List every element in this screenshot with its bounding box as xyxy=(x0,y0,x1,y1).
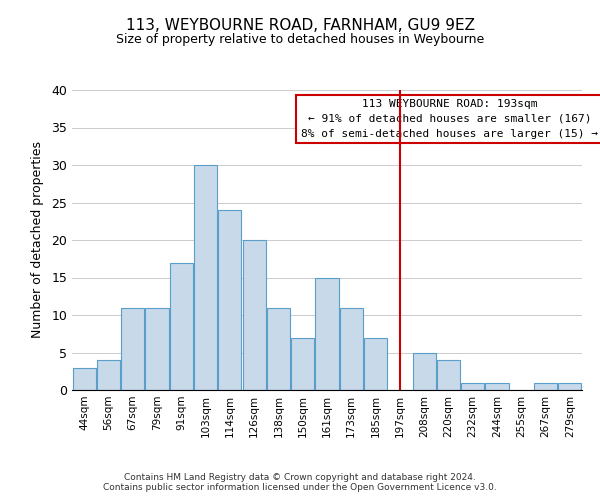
Bar xyxy=(218,210,241,390)
Bar xyxy=(97,360,120,390)
Text: Size of property relative to detached houses in Weybourne: Size of property relative to detached ho… xyxy=(116,32,484,46)
Bar xyxy=(145,308,169,390)
Bar xyxy=(267,308,290,390)
Bar xyxy=(461,382,484,390)
Bar xyxy=(316,278,338,390)
Bar xyxy=(121,308,144,390)
Bar xyxy=(485,382,509,390)
Bar xyxy=(413,352,436,390)
Bar xyxy=(73,368,95,390)
Bar xyxy=(340,308,363,390)
Text: 113 WEYBOURNE ROAD: 193sqm
← 91% of detached houses are smaller (167)
8% of semi: 113 WEYBOURNE ROAD: 193sqm ← 91% of deta… xyxy=(301,99,598,138)
Bar xyxy=(170,262,193,390)
Bar xyxy=(291,338,314,390)
Text: 113, WEYBOURNE ROAD, FARNHAM, GU9 9EZ: 113, WEYBOURNE ROAD, FARNHAM, GU9 9EZ xyxy=(125,18,475,32)
Bar xyxy=(437,360,460,390)
Bar xyxy=(242,240,266,390)
Text: Contains HM Land Registry data © Crown copyright and database right 2024.: Contains HM Land Registry data © Crown c… xyxy=(124,474,476,482)
Bar xyxy=(194,165,217,390)
Bar xyxy=(534,382,557,390)
Bar xyxy=(364,338,387,390)
Y-axis label: Number of detached properties: Number of detached properties xyxy=(31,142,44,338)
Bar xyxy=(559,382,581,390)
Text: Contains public sector information licensed under the Open Government Licence v3: Contains public sector information licen… xyxy=(103,484,497,492)
